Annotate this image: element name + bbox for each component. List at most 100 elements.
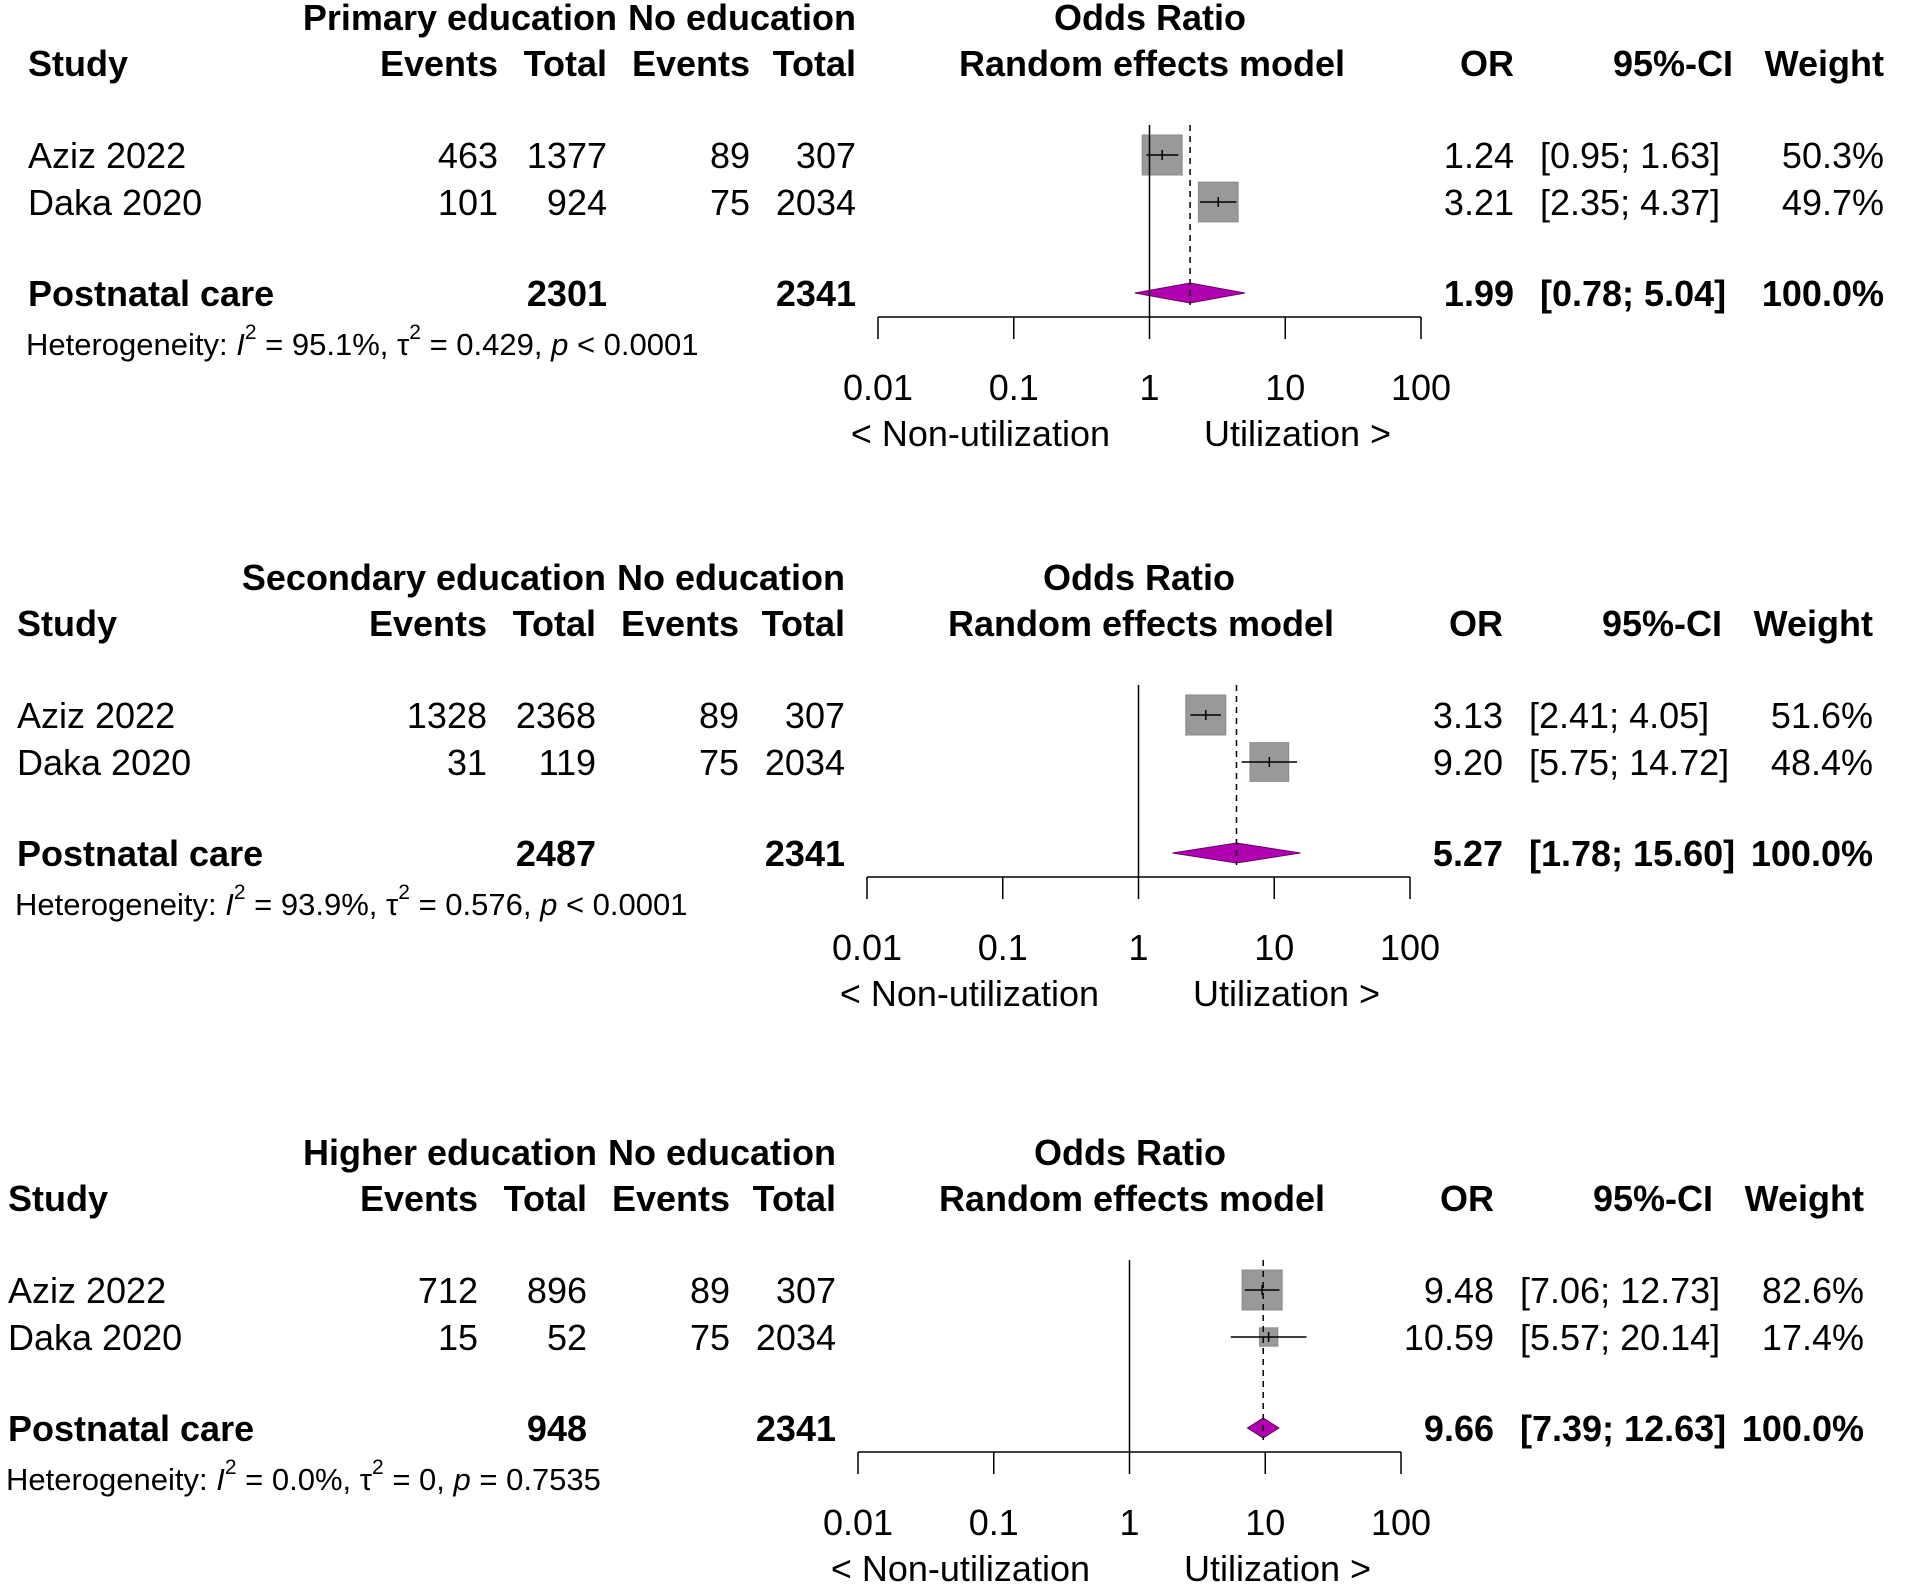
- i2-symbol: I: [225, 887, 234, 922]
- tau2-value: = 0,: [384, 1462, 454, 1497]
- study-events1: 1328: [407, 695, 487, 736]
- study-name: Daka 2020: [8, 1317, 182, 1358]
- x-tick-label: 0.1: [989, 367, 1039, 408]
- header-or: OR: [1440, 1178, 1494, 1219]
- study-total2: 2034: [776, 182, 856, 223]
- header-ci: 95%-CI: [1602, 603, 1722, 644]
- study-ci: [0.95; 1.63]: [1540, 135, 1720, 176]
- x-tick-label: 0.1: [978, 927, 1028, 968]
- header-group2: No education: [617, 557, 845, 598]
- x-tick-label: 1: [1139, 367, 1159, 408]
- i2-superscript: 2: [245, 321, 257, 344]
- header-total2: Total: [753, 1178, 836, 1219]
- pooled-ci: [7.39; 12.63]: [1520, 1408, 1726, 1449]
- study-events2: 75: [699, 742, 739, 783]
- p-symbol: p: [539, 887, 557, 922]
- study-total1: 52: [547, 1317, 587, 1358]
- p-value: < 0.0001: [557, 887, 687, 922]
- i2-superscript: 2: [234, 881, 246, 904]
- pooled-total2: 2341: [776, 273, 856, 314]
- header-group1: Higher education: [303, 1132, 597, 1173]
- header-study: Study: [28, 43, 128, 84]
- x-tick-label: 0.01: [832, 927, 902, 968]
- header-plot-subtitle: Random effects model: [959, 43, 1345, 84]
- header-ci: 95%-CI: [1613, 43, 1733, 84]
- pooled-weight: 100.0%: [1762, 273, 1884, 314]
- header-plot-title: Odds Ratio: [1034, 1132, 1226, 1173]
- left-direction-label: < Non-utilization: [851, 413, 1110, 454]
- tau2-superscript: 2: [398, 881, 410, 904]
- study-events1: 101: [438, 182, 498, 223]
- study-ci: [2.41; 4.05]: [1529, 695, 1709, 736]
- study-or: 3.13: [1433, 695, 1503, 736]
- pooled-or: 5.27: [1433, 833, 1503, 874]
- right-direction-label: Utilization >: [1204, 413, 1391, 454]
- study-or: 9.20: [1433, 742, 1503, 783]
- tau2-symbol: τ: [386, 887, 398, 922]
- x-tick-label: 10: [1245, 1502, 1285, 1543]
- i2-value: = 93.9%,: [246, 887, 386, 922]
- study-total2: 307: [776, 1270, 836, 1311]
- pooled-ci: [0.78; 5.04]: [1540, 273, 1726, 314]
- right-direction-label: Utilization >: [1193, 973, 1380, 1014]
- header-study: Study: [8, 1178, 108, 1219]
- study-events2: 89: [710, 135, 750, 176]
- x-tick-label: 1: [1128, 927, 1148, 968]
- header-study: Study: [17, 603, 117, 644]
- header-total2: Total: [762, 603, 845, 644]
- tau2-superscript: 2: [372, 1456, 384, 1479]
- header-group1: Primary education: [303, 0, 617, 38]
- pooled-total2: 2341: [756, 1408, 836, 1449]
- study-events1: 463: [438, 135, 498, 176]
- study-ci: [7.06; 12.73]: [1520, 1270, 1720, 1311]
- header-events2: Events: [612, 1178, 730, 1219]
- header-events2: Events: [632, 43, 750, 84]
- header-plot-title: Odds Ratio: [1054, 0, 1246, 38]
- study-total2: 2034: [765, 742, 845, 783]
- header-plot-subtitle: Random effects model: [939, 1178, 1325, 1219]
- header-plot-title: Odds Ratio: [1043, 557, 1235, 598]
- header-or: OR: [1449, 603, 1503, 644]
- header-weight: Weight: [1745, 1178, 1864, 1219]
- heterogeneity-label: Heterogeneity:: [6, 1462, 216, 1497]
- study-total1: 119: [539, 742, 596, 783]
- heterogeneity-text: Heterogeneity: I2 = 93.9%, τ2 = 0.576, p…: [15, 881, 688, 922]
- header-events1: Events: [369, 603, 487, 644]
- i2-symbol: I: [216, 1462, 225, 1497]
- study-weight: 49.7%: [1782, 182, 1884, 223]
- i2-value: = 0.0%,: [237, 1462, 360, 1497]
- study-events1: 31: [447, 742, 487, 783]
- header-events1: Events: [380, 43, 498, 84]
- p-symbol: p: [453, 1462, 471, 1497]
- study-or: 9.48: [1424, 1270, 1494, 1311]
- pooled-total1: 2301: [527, 273, 607, 314]
- heterogeneity-label: Heterogeneity:: [26, 327, 236, 362]
- forest-panel-1: No education Primary education Odds Ratio S…: [26, 0, 1884, 454]
- pooled-or: 1.99: [1444, 273, 1514, 314]
- pooled-ci: [1.78; 15.60]: [1529, 833, 1735, 874]
- study-total1: 924: [547, 182, 607, 223]
- study-name: Aziz 2022: [28, 135, 186, 176]
- x-tick-label: 0.01: [843, 367, 913, 408]
- study-total2: 2034: [756, 1317, 836, 1358]
- pooled-name: Postnatal care: [17, 833, 263, 874]
- study-events1: 712: [418, 1270, 478, 1311]
- study-weight: 17.4%: [1762, 1317, 1864, 1358]
- study-name: Daka 2020: [28, 182, 202, 223]
- header-total1: Total: [524, 43, 607, 84]
- study-or: 3.21: [1444, 182, 1514, 223]
- tau2-symbol: τ: [397, 327, 409, 362]
- pooled-or: 9.66: [1424, 1408, 1494, 1449]
- study-or: 1.24: [1444, 135, 1514, 176]
- tau2-symbol: τ: [360, 1462, 372, 1497]
- right-direction-label: Utilization >: [1184, 1548, 1371, 1584]
- study-events2: 89: [699, 695, 739, 736]
- i2-value: = 95.1%,: [257, 327, 397, 362]
- study-ci: [2.35; 4.37]: [1540, 182, 1720, 223]
- header-events1: Events: [360, 1178, 478, 1219]
- heterogeneity-text: Heterogeneity: I2 = 0.0%, τ2 = 0, p = 0.…: [6, 1456, 601, 1497]
- tau2-value: = 0.576,: [410, 887, 540, 922]
- x-tick-label: 10: [1265, 367, 1305, 408]
- x-tick-label: 10: [1254, 927, 1294, 968]
- study-weight: 48.4%: [1771, 742, 1873, 783]
